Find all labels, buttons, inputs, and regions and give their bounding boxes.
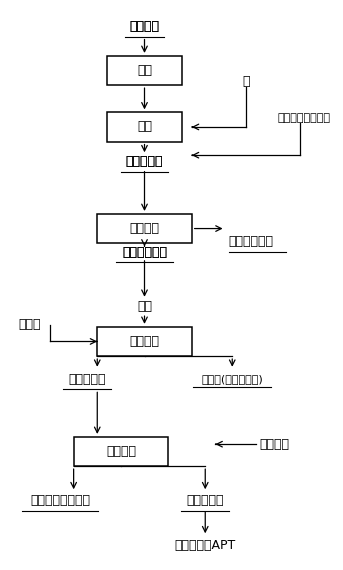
Text: 稀释: 稀释 [137,300,152,313]
Text: 浸出后料浆: 浸出后料浆 [126,156,163,169]
FancyBboxPatch shape [107,112,182,141]
Text: 钨酸铵溶液: 钨酸铵溶液 [187,494,224,507]
Text: 粗钨酸钠溶液: 粗钨酸钠溶液 [122,246,167,259]
Text: 解析剂: 解析剂 [19,318,41,331]
Text: 球磨: 球磨 [137,64,152,77]
FancyBboxPatch shape [107,56,182,85]
Text: 各种钨矿: 各种钨矿 [130,20,159,33]
Text: 浸出后料浆: 浸出后料浆 [126,156,163,169]
Text: 交后液(处理后排放): 交后液(处理后排放) [201,374,263,384]
Text: 钼和铜渣（出售）: 钼和铜渣（出售） [30,494,90,507]
Text: 离子交换: 离子交换 [130,335,159,348]
Text: 钨酸铵溶液: 钨酸铵溶液 [68,373,106,386]
FancyBboxPatch shape [97,327,192,356]
Text: 各种钨矿: 各种钨矿 [130,20,159,33]
FancyBboxPatch shape [74,437,168,466]
Text: 含钼试剂: 含钼试剂 [259,438,289,451]
Text: 蒸发结晶制APT: 蒸发结晶制APT [175,539,236,552]
Text: 钨渣（堆弃）: 钨渣（堆弃） [229,235,274,248]
Text: 粗钨酸钠溶液: 粗钨酸钠溶液 [122,246,167,259]
Text: 含抑制剂的稀释水: 含抑制剂的稀释水 [277,113,330,124]
Text: 碱: 碱 [242,75,249,88]
FancyBboxPatch shape [97,214,192,243]
Text: 压滤分离: 压滤分离 [130,222,159,235]
Text: 沉淀除钼: 沉淀除钼 [106,445,136,458]
Text: 浸出: 浸出 [137,120,152,133]
